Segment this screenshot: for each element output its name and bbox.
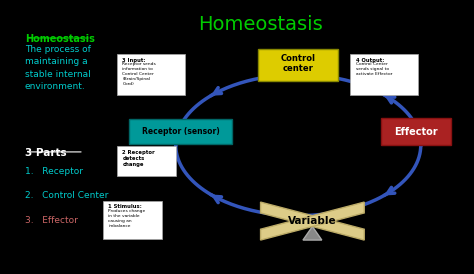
Polygon shape [261,202,364,240]
Text: Produces change
in the variable
causing an
imbalance: Produces change in the variable causing … [109,209,146,228]
Polygon shape [303,227,322,240]
FancyBboxPatch shape [381,118,451,145]
Text: The process of
maintaining a
stable internal
environment.: The process of maintaining a stable inte… [25,45,91,91]
Text: 4 Output:: 4 Output: [356,58,384,63]
FancyBboxPatch shape [258,49,338,81]
Text: 3 Input:: 3 Input: [122,58,146,63]
Text: 2.   Control Center: 2. Control Center [25,191,109,200]
Text: Receptor (sensor): Receptor (sensor) [142,127,219,136]
Text: Variable: Variable [288,216,337,226]
Text: 2 Receptor
detects
change: 2 Receptor detects change [122,150,155,167]
FancyBboxPatch shape [128,119,232,144]
FancyBboxPatch shape [103,201,162,239]
Text: 3 Parts: 3 Parts [25,148,66,158]
Text: Effector: Effector [394,127,438,136]
FancyBboxPatch shape [117,147,176,176]
FancyBboxPatch shape [350,54,419,95]
Text: 3.   Effector: 3. Effector [25,216,78,225]
Text: Homeostasis: Homeostasis [198,15,323,34]
Text: Receptor sends
information to
Control Center
(Brain/Spinal
Cord): Receptor sends information to Control Ce… [122,62,156,86]
Polygon shape [261,202,364,240]
FancyBboxPatch shape [117,54,185,95]
Text: Homeostasis: Homeostasis [25,34,95,44]
Text: 1.   Receptor: 1. Receptor [25,167,83,176]
Text: Control
center: Control center [281,54,316,73]
Text: 1 Stimulus:: 1 Stimulus: [109,204,142,209]
Text: Control Center
sends signal to
activate Effector: Control Center sends signal to activate … [356,62,392,76]
